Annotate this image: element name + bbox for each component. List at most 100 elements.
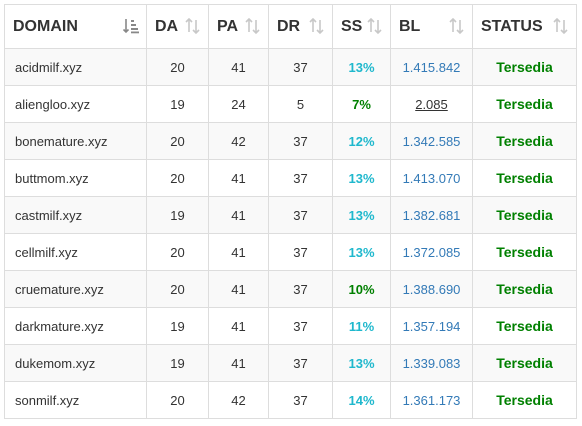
dr-cell: 37 (268, 233, 333, 271)
pa-cell: 41 (208, 270, 269, 308)
domain-cell: dukemom.xyz (4, 344, 147, 382)
da-cell: 19 (146, 344, 209, 382)
pa-cell: 42 (208, 381, 269, 419)
status-badge: Tersedia (472, 307, 577, 345)
da-cell: 20 (146, 159, 209, 197)
sort-both-icon[interactable] (448, 17, 466, 35)
ss-cell: 10% (332, 270, 391, 308)
table-row[interactable]: sonmilf.xyz 20 42 37 14% 1.361.173 Tersedia (4, 381, 577, 419)
dr-cell: 37 (268, 344, 333, 382)
status-badge: Tersedia (472, 270, 577, 308)
domain-cell: buttmom.xyz (4, 159, 147, 197)
table-row[interactable]: bonemature.xyz 20 42 37 12% 1.342.585 Tersedia (4, 122, 577, 160)
bl-link[interactable]: 2.085 (415, 96, 448, 112)
column-header-ss[interactable]: SS (332, 4, 391, 49)
status-badge: Tersedia (472, 233, 577, 271)
table-row[interactable]: dukemom.xyz 19 41 37 13% 1.339.083 Tersedia (4, 344, 577, 382)
ss-cell: 11% (332, 307, 391, 345)
bl-cell: 1.388.690 (390, 270, 473, 308)
table-row[interactable]: acidmilf.xyz 20 41 37 13% 1.415.842 Tersedia (4, 48, 577, 86)
dr-cell: 37 (268, 307, 333, 345)
ss-cell: 13% (332, 233, 391, 271)
dr-cell: 37 (268, 48, 333, 86)
da-cell: 20 (146, 122, 209, 160)
sort-both-icon[interactable] (552, 17, 570, 35)
pa-cell: 41 (208, 196, 269, 234)
pa-cell: 41 (208, 307, 269, 345)
column-header-dr[interactable]: DR (268, 4, 333, 49)
ss-cell: 12% (332, 122, 391, 160)
sort-both-icon[interactable] (308, 17, 326, 35)
status-badge: Tersedia (472, 344, 577, 382)
table-row[interactable]: castmilf.xyz 19 41 37 13% 1.382.681 Tersedia (4, 196, 577, 234)
column-header-bl[interactable]: BL (390, 4, 473, 49)
table-row[interactable]: buttmom.xyz 20 41 37 13% 1.413.070 Tersedia (4, 159, 577, 197)
ss-cell: 13% (332, 196, 391, 234)
da-cell: 19 (146, 196, 209, 234)
column-header-da[interactable]: DA (146, 4, 209, 49)
domain-cell: aliengloo.xyz (4, 85, 147, 123)
column-header-domain[interactable]: DOMAIN (4, 4, 147, 49)
column-header-label: DOMAIN (13, 17, 78, 35)
status-badge: Tersedia (472, 196, 577, 234)
domain-cell: darkmature.xyz (4, 307, 147, 345)
column-header-label: DR (277, 17, 301, 35)
status-badge: Tersedia (472, 159, 577, 197)
pa-cell: 41 (208, 233, 269, 271)
da-cell: 19 (146, 85, 209, 123)
column-header-label: DA (155, 17, 179, 35)
bl-cell: 1.357.194 (390, 307, 473, 345)
bl-cell: 1.342.585 (390, 122, 473, 160)
pa-cell: 41 (208, 344, 269, 382)
column-header-pa[interactable]: PA (208, 4, 269, 49)
domain-cell: cruemature.xyz (4, 270, 147, 308)
domain-table: DOMAIN DA PA DR SS BL STATUS acidmilf.xyz 20 41 3… (4, 4, 577, 419)
da-cell: 20 (146, 270, 209, 308)
table-header-row: DOMAIN DA PA DR SS BL STATUS (4, 4, 577, 49)
bl-cell: 1.413.070 (390, 159, 473, 197)
pa-cell: 41 (208, 48, 269, 86)
table-row[interactable]: cellmilf.xyz 20 41 37 13% 1.372.085 Tersedia (4, 233, 577, 271)
table-row[interactable]: cruemature.xyz 20 41 37 10% 1.388.690 Tersedia (4, 270, 577, 308)
sort-both-icon[interactable] (184, 17, 202, 35)
dr-cell: 37 (268, 159, 333, 197)
sort-both-icon[interactable] (244, 17, 262, 35)
column-header-label: BL (399, 17, 421, 35)
dr-cell: 37 (268, 122, 333, 160)
dr-cell: 37 (268, 381, 333, 419)
bl-cell: 1.339.083 (390, 344, 473, 382)
ss-cell: 13% (332, 48, 391, 86)
dr-cell: 5 (268, 85, 333, 123)
table-row[interactable]: darkmature.xyz 19 41 37 11% 1.357.194 Tersedia (4, 307, 577, 345)
domain-cell: cellmilf.xyz (4, 233, 147, 271)
bl-cell: 1.372.085 (390, 233, 473, 271)
domain-cell: bonemature.xyz (4, 122, 147, 160)
ss-cell: 14% (332, 381, 391, 419)
status-badge: Tersedia (472, 48, 577, 86)
pa-cell: 41 (208, 159, 269, 197)
da-cell: 20 (146, 233, 209, 271)
dr-cell: 37 (268, 270, 333, 308)
sort-both-icon[interactable] (366, 17, 384, 35)
da-cell: 20 (146, 48, 209, 86)
ss-cell: 7% (332, 85, 391, 123)
bl-cell: 1.415.842 (390, 48, 473, 86)
dr-cell: 37 (268, 196, 333, 234)
pa-cell: 24 (208, 85, 269, 123)
domain-cell: castmilf.xyz (4, 196, 147, 234)
ss-cell: 13% (332, 159, 391, 197)
table-row[interactable]: aliengloo.xyz 19 24 5 7% 2.085 Tersedia (4, 85, 577, 123)
bl-cell: 1.382.681 (390, 196, 473, 234)
ss-cell: 13% (332, 344, 391, 382)
da-cell: 20 (146, 381, 209, 419)
sort-amount-desc-icon[interactable] (122, 17, 140, 35)
domain-cell: sonmilf.xyz (4, 381, 147, 419)
column-header-label: STATUS (481, 17, 543, 35)
column-header-label: PA (217, 17, 239, 35)
status-badge: Tersedia (472, 122, 577, 160)
table-body: acidmilf.xyz 20 41 37 13% 1.415.842 Tersedia al… (4, 48, 577, 419)
status-badge: Tersedia (472, 381, 577, 419)
da-cell: 19 (146, 307, 209, 345)
column-header-status[interactable]: STATUS (472, 4, 577, 49)
